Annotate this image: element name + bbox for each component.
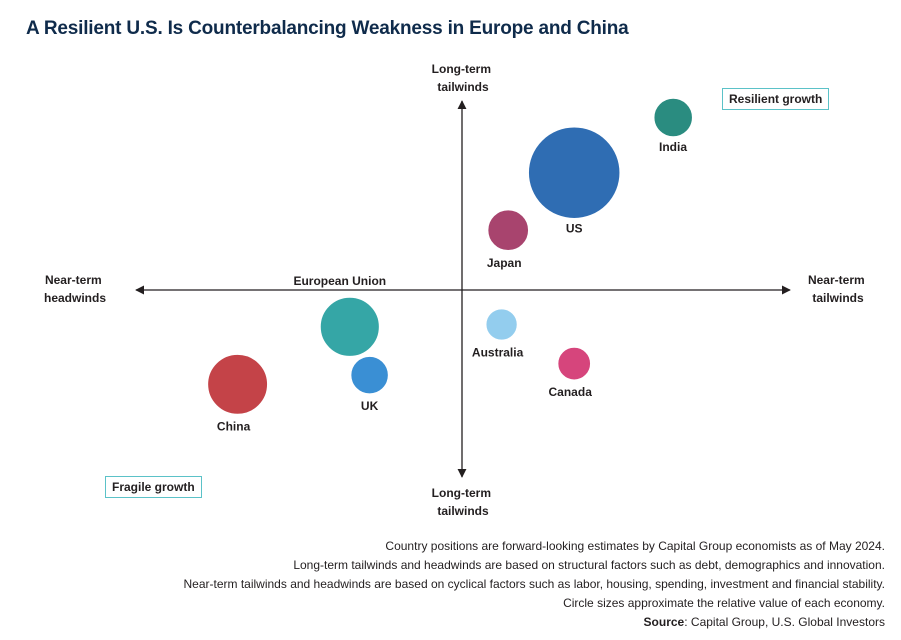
x-axis-left-label: Near-term headwinds bbox=[44, 273, 106, 305]
footnote-line: Long-term tailwinds and headwinds are ba… bbox=[293, 558, 885, 572]
bubble-canada bbox=[556, 346, 592, 381]
source-note: Source: Capital Group, U.S. Global Inves… bbox=[184, 613, 885, 632]
source-label: Source bbox=[643, 615, 685, 629]
bubble-us bbox=[527, 125, 621, 220]
source-text: : Capital Group, U.S. Global Investors bbox=[684, 615, 885, 629]
bubble-label-european-union: European Union bbox=[293, 274, 386, 288]
y-axis-top-label: Long-term tailwinds bbox=[432, 62, 495, 94]
bubbles-layer: US India Japan Australia Canada European Unio… bbox=[206, 97, 694, 434]
bubble-label-uk: UK bbox=[361, 399, 379, 413]
bubble-label-china: China bbox=[217, 420, 251, 434]
bubble-uk bbox=[349, 355, 390, 395]
bubble-label-india: India bbox=[659, 140, 687, 154]
footnote-line: Country positions are forward-looking es… bbox=[385, 539, 885, 553]
y-axis-bottom-label: Long-term tailwinds bbox=[432, 486, 495, 518]
x-axis-right-label: Near-term tailwinds bbox=[808, 273, 868, 305]
footnote-line: Near-term tailwinds and headwinds are ba… bbox=[183, 577, 886, 591]
bubble-india bbox=[652, 97, 694, 138]
chart-title: A Resilient U.S. Is Counterbalancing Wea… bbox=[26, 18, 629, 39]
bubble-label-australia: Australia bbox=[472, 345, 524, 359]
bubble-australia bbox=[484, 307, 519, 342]
bubble-label-canada: Canada bbox=[549, 385, 593, 399]
bubble-label-japan: Japan bbox=[487, 256, 522, 270]
bubble-china bbox=[206, 353, 269, 416]
footnotes: Country positions are forward-looking es… bbox=[184, 537, 886, 632]
bubble-european-union bbox=[319, 296, 381, 358]
bubble-japan bbox=[486, 208, 530, 252]
bubble-chart: Long-term tailwinds Long-term tailwinds … bbox=[44, 62, 868, 518]
footnote-line: Circle sizes approximate the relative va… bbox=[563, 596, 885, 610]
quadrant-label-fragile-growth: Fragile growth bbox=[105, 476, 202, 498]
bubble-label-us: US bbox=[566, 222, 583, 236]
quadrant-label-resilient-growth: Resilient growth bbox=[722, 88, 830, 110]
